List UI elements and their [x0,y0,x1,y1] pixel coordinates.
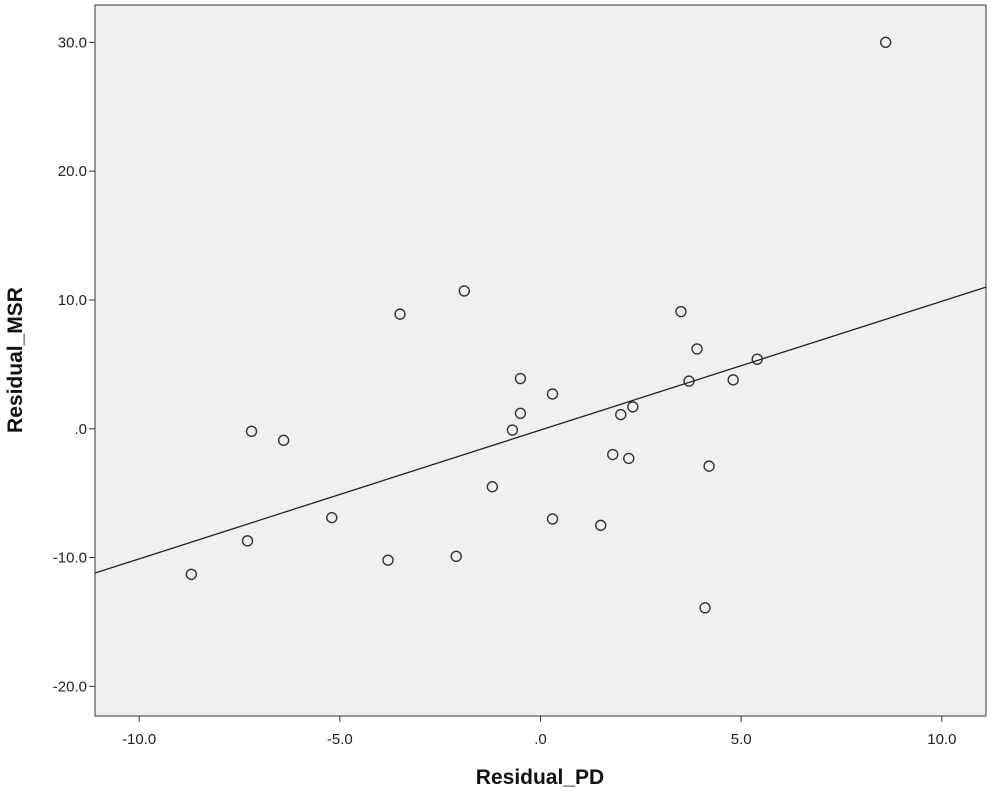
data-point [627,401,639,413]
data-point [751,353,763,365]
x-tick-label: -5.0 [327,731,353,748]
data-point [382,554,394,566]
plot-area [94,4,987,717]
x-tick-label: 10.0 [927,731,956,748]
data-point [615,408,627,421]
y-tick-label: .0 [74,421,87,438]
data-point [727,374,739,386]
data-point [623,452,635,465]
data-point [683,375,695,387]
data-point [691,343,703,355]
y-axis-ticks: -20.0 -10.0 .0 10.0 20.0 30.0 [53,34,95,695]
data-point [277,434,290,447]
data-point [607,448,619,461]
data-point [245,425,258,438]
data-point [546,388,559,400]
data-point [879,36,892,49]
x-tick-label: -10.0 [122,731,156,748]
data-point [514,372,527,385]
data-point [450,550,462,562]
points-layer [185,36,892,614]
data-point [546,513,559,525]
fit-line-layer [94,286,987,574]
data-point [506,424,519,436]
data-point [241,535,254,547]
y-tick-label: 10.0 [58,292,87,309]
data-point [394,308,406,320]
data-point [675,305,687,318]
data-point [458,285,470,297]
y-tick-label: -10.0 [53,550,87,567]
y-axis-title: Residual_MSR [4,287,27,433]
data-point [514,407,527,420]
y-tick-label: 30.0 [58,34,87,51]
data-point [185,568,198,581]
data-point [703,460,715,472]
y-tick-label: 20.0 [58,163,87,180]
x-tick-label: 5.0 [731,731,752,748]
data-point [595,519,607,532]
fit-line [94,286,987,574]
x-axis-ticks: -10.0 -5.0 .0 5.0 10.0 [122,716,956,748]
x-axis-title: Residual_PD [476,766,604,789]
data-point [699,602,711,614]
y-tick-label: -20.0 [53,678,87,695]
data-point [486,481,499,493]
data-point [326,511,338,524]
x-tick-label: .0 [534,731,547,748]
